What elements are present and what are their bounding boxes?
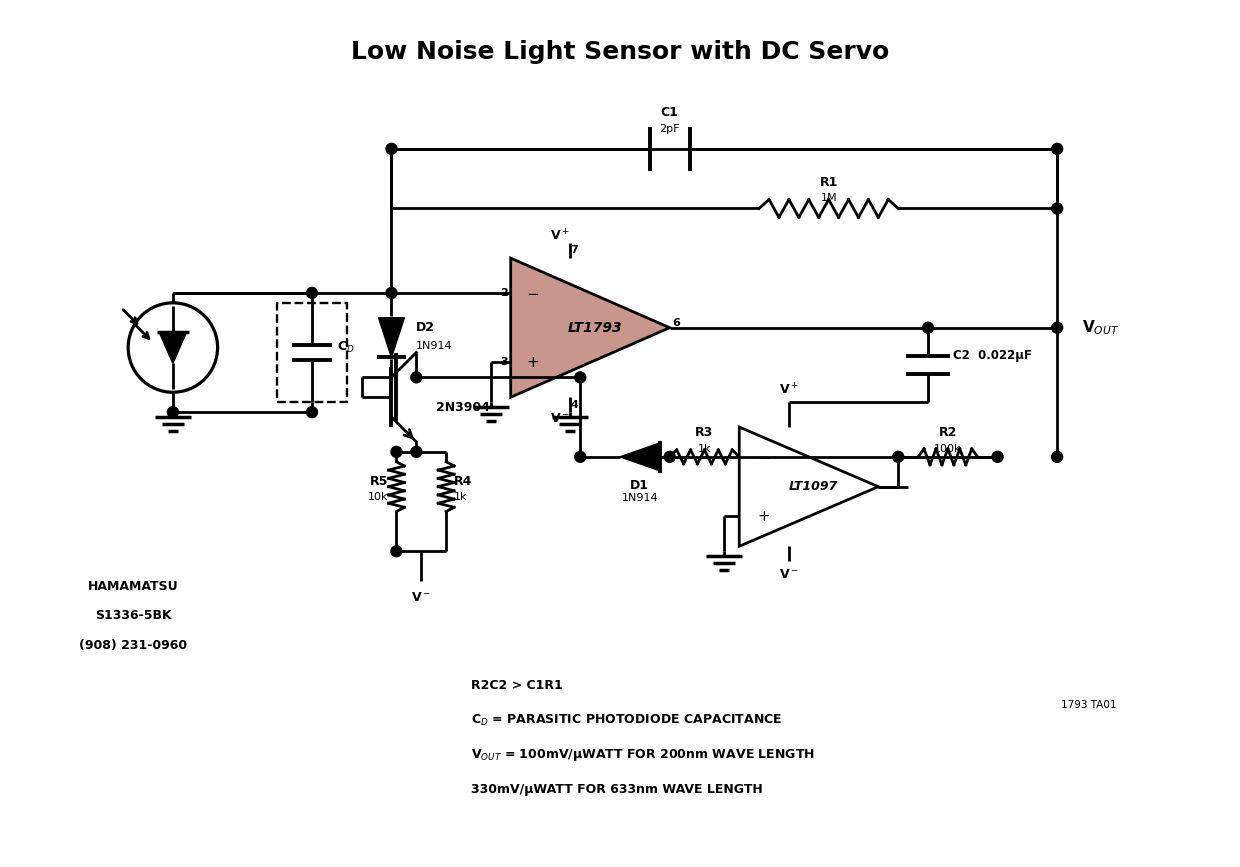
Circle shape [306, 288, 317, 298]
Polygon shape [620, 443, 660, 471]
Text: 10k: 10k [368, 492, 388, 502]
Text: V$_{OUT}$ = 100mV/μWATT FOR 200nm WAVE LENGTH: V$_{OUT}$ = 100mV/μWATT FOR 200nm WAVE L… [471, 747, 815, 763]
Text: C2  0.022μF: C2 0.022μF [952, 349, 1032, 362]
Text: C$_D$ = PARASITIC PHOTODIODE CAPACITANCE: C$_D$ = PARASITIC PHOTODIODE CAPACITANCE [471, 713, 782, 727]
Circle shape [410, 447, 422, 458]
Circle shape [410, 372, 422, 383]
Text: V$^+$: V$^+$ [551, 228, 570, 244]
Bar [278, 303, 347, 402]
Text: $+$: $+$ [526, 355, 538, 370]
Circle shape [167, 407, 179, 418]
Text: $-$: $-$ [526, 285, 538, 300]
Text: C$_D$: C$_D$ [337, 340, 355, 355]
Text: R4: R4 [454, 475, 472, 488]
Text: S1336-5BK: S1336-5BK [94, 610, 171, 623]
Text: 2pF: 2pF [660, 124, 680, 134]
Circle shape [575, 372, 585, 383]
Text: (908) 231-0960: (908) 231-0960 [79, 639, 187, 652]
Text: R1: R1 [820, 176, 838, 189]
Text: 1M: 1M [821, 193, 837, 204]
Circle shape [992, 452, 1003, 462]
Text: 100k: 100k [934, 444, 962, 453]
Polygon shape [159, 332, 187, 363]
Text: $-$: $-$ [758, 449, 770, 465]
Text: V$^-$: V$^-$ [551, 412, 570, 425]
Text: V$^+$: V$^+$ [779, 382, 799, 397]
Text: 3: 3 [500, 357, 507, 368]
Polygon shape [511, 258, 670, 397]
Circle shape [391, 545, 402, 557]
Circle shape [1052, 203, 1063, 214]
Text: 1k: 1k [698, 444, 712, 453]
Circle shape [665, 452, 675, 462]
Circle shape [306, 407, 317, 418]
Text: 7: 7 [570, 245, 578, 255]
Circle shape [1052, 143, 1063, 154]
Text: R3: R3 [696, 426, 713, 439]
Text: V$^-$: V$^-$ [412, 591, 432, 604]
Circle shape [386, 143, 397, 154]
Circle shape [391, 447, 402, 458]
Circle shape [893, 452, 904, 462]
Circle shape [575, 452, 585, 462]
Text: D2: D2 [417, 321, 435, 334]
Text: 2N3904: 2N3904 [436, 401, 490, 414]
Text: R2: R2 [939, 426, 957, 439]
Circle shape [1052, 323, 1063, 333]
Text: V$_{OUT}$: V$_{OUT}$ [1083, 318, 1120, 337]
Text: 1k: 1k [454, 492, 467, 502]
Text: 1N914: 1N914 [417, 341, 453, 350]
Text: 2: 2 [500, 288, 507, 298]
Text: 1N914: 1N914 [621, 492, 658, 503]
Text: R5: R5 [370, 475, 388, 488]
Text: HAMAMATSU: HAMAMATSU [88, 579, 179, 592]
Text: 4: 4 [570, 401, 578, 410]
Text: 1793 TA01: 1793 TA01 [1061, 701, 1117, 710]
Text: LT1793: LT1793 [568, 321, 622, 335]
Polygon shape [739, 427, 878, 546]
Text: D1: D1 [630, 479, 650, 492]
Text: LT1097: LT1097 [789, 480, 838, 493]
Text: R2C2 > C1R1: R2C2 > C1R1 [471, 679, 563, 692]
Circle shape [923, 323, 934, 333]
Circle shape [386, 288, 397, 298]
Text: Low Noise Light Sensor with DC Servo: Low Noise Light Sensor with DC Servo [351, 41, 889, 64]
Polygon shape [378, 317, 404, 357]
Text: $+$: $+$ [758, 509, 770, 524]
Text: 6: 6 [672, 317, 681, 328]
Text: 330mV/μWATT FOR 633nm WAVE LENGTH: 330mV/μWATT FOR 633nm WAVE LENGTH [471, 783, 763, 796]
Text: C1: C1 [661, 106, 678, 119]
Circle shape [1052, 452, 1063, 462]
Text: V$^-$: V$^-$ [779, 568, 799, 581]
